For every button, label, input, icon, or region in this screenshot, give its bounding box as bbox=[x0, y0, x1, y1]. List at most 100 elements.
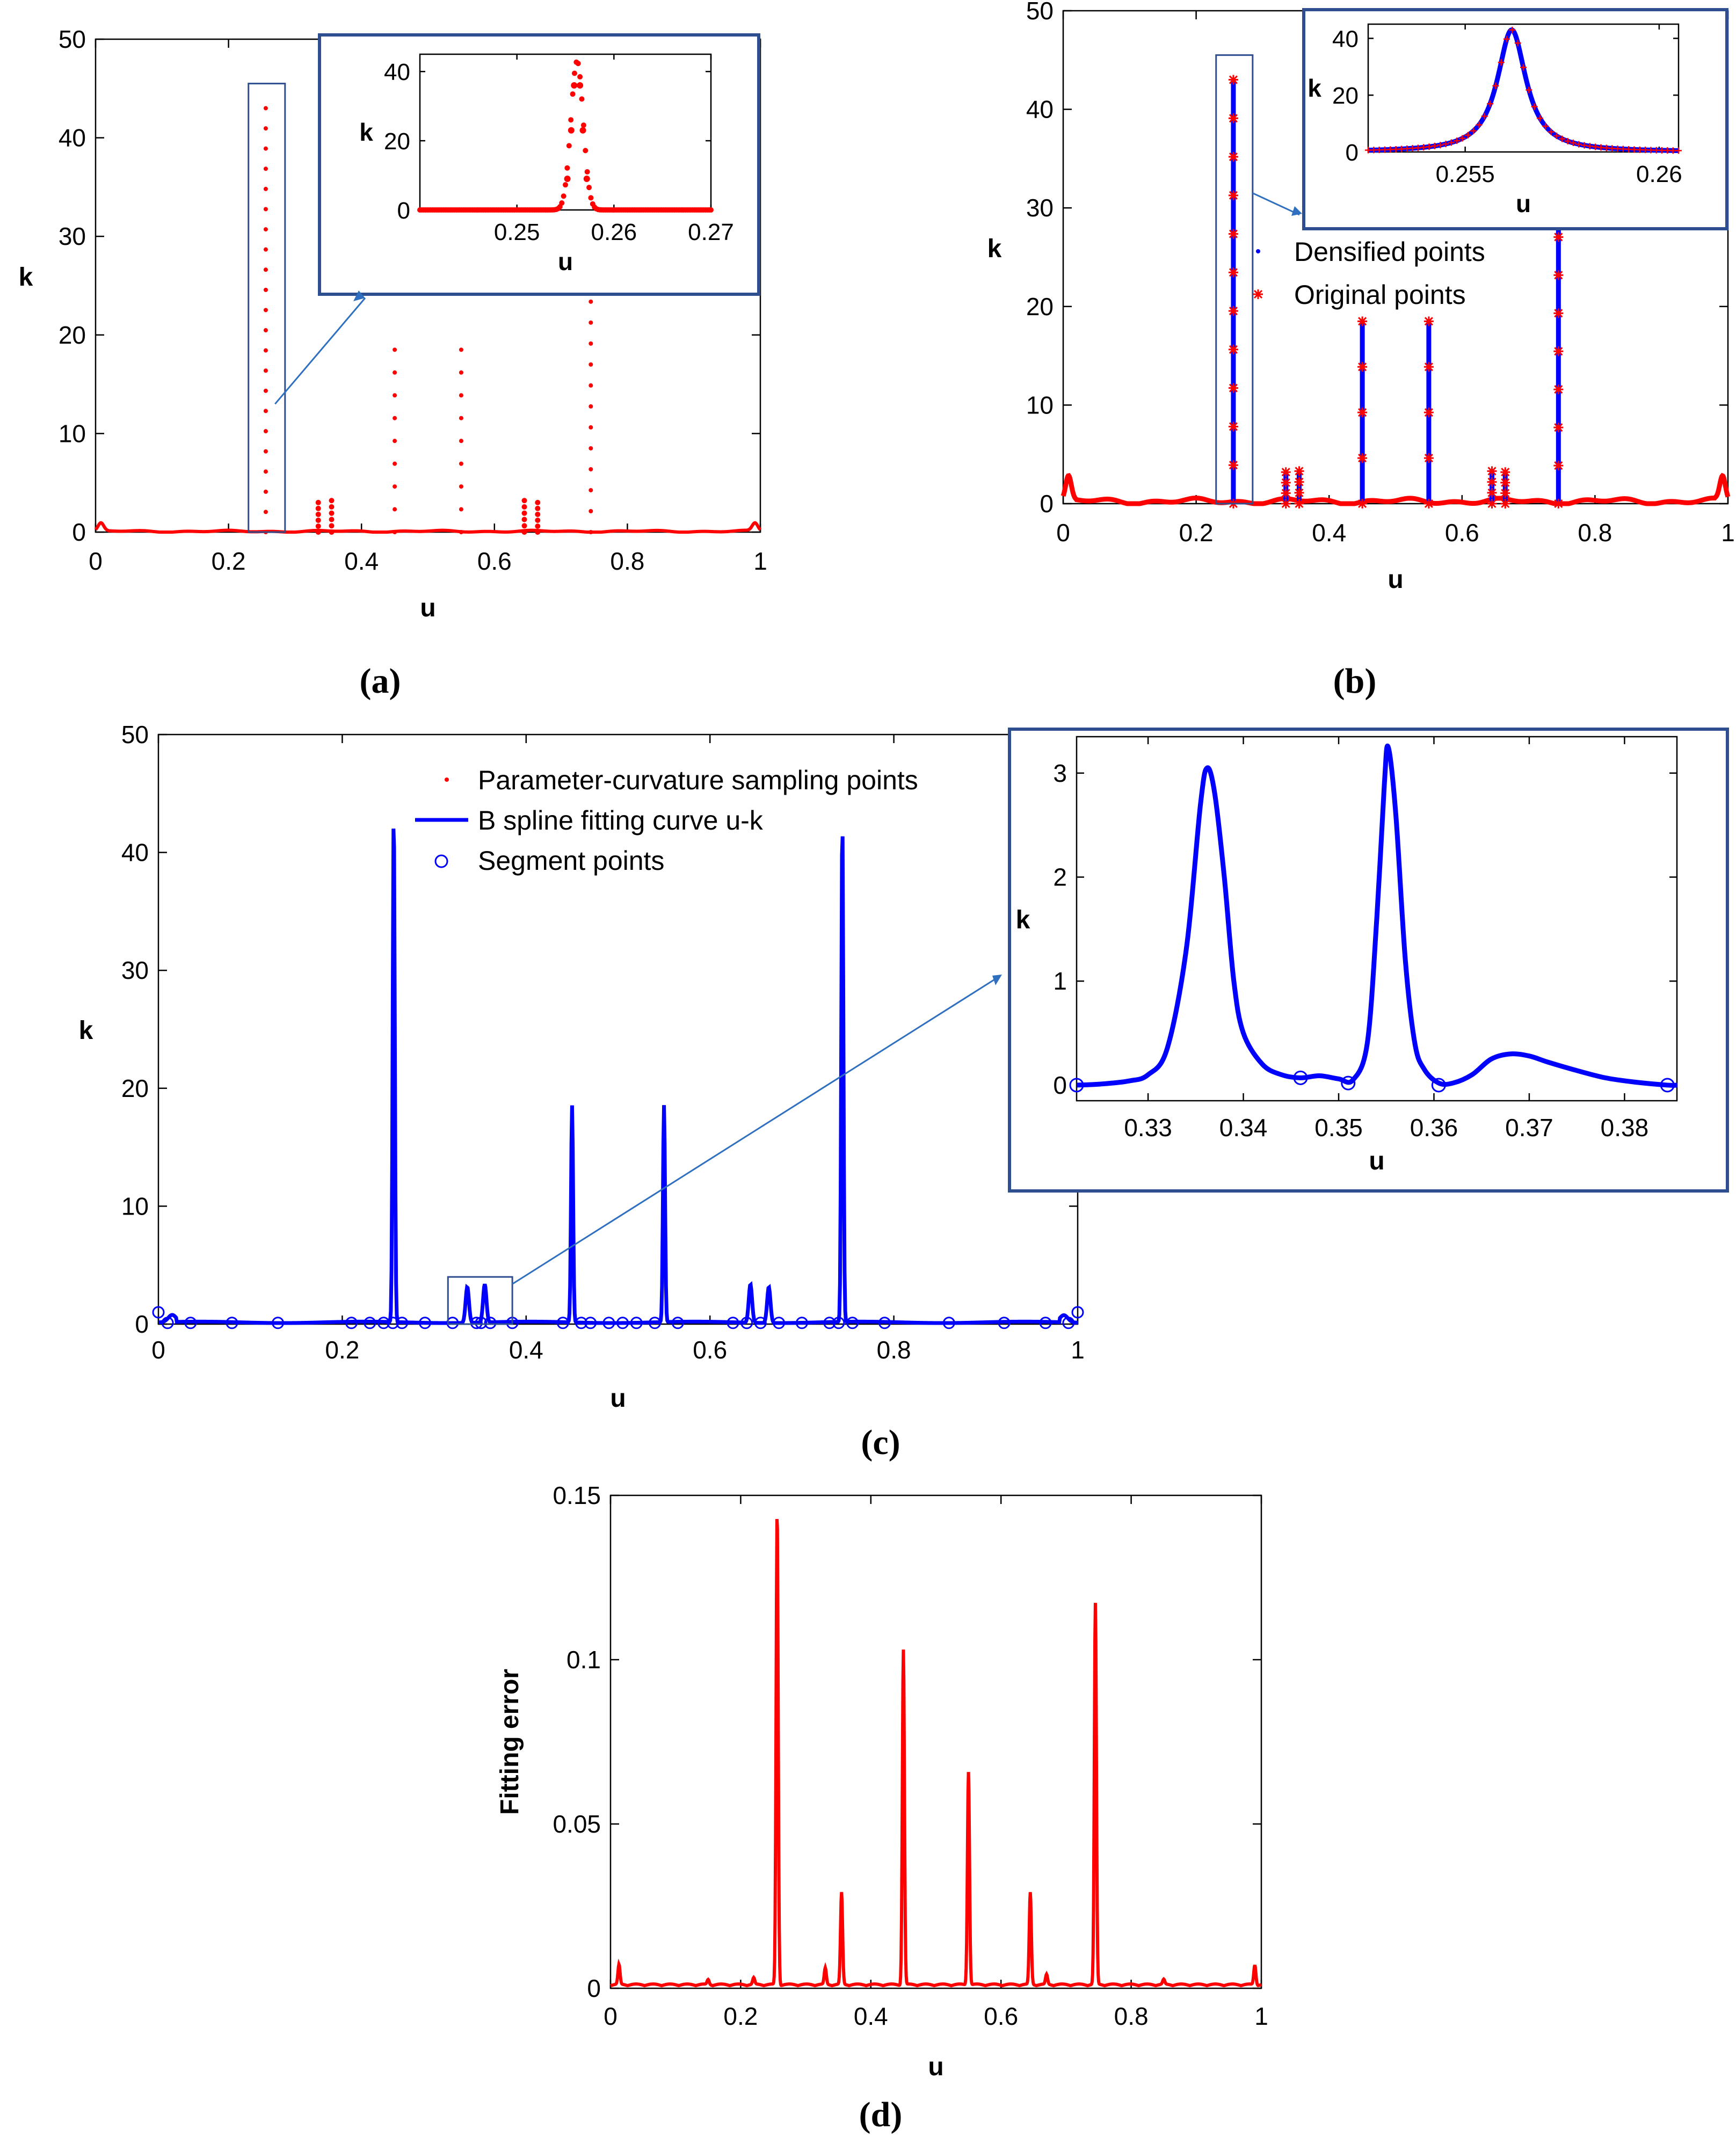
sample-point bbox=[459, 530, 463, 534]
inset-original-point bbox=[1520, 64, 1527, 71]
sample-point bbox=[315, 511, 321, 517]
y-tick-label: 0.15 bbox=[553, 1481, 601, 1509]
original-point-asterisk bbox=[1228, 306, 1238, 316]
legend-label-densified: Densified points bbox=[1294, 237, 1485, 267]
inset-original-point bbox=[1454, 137, 1461, 144]
y-tick-label: 0 bbox=[1053, 1071, 1067, 1099]
inset-original-point bbox=[1487, 100, 1494, 107]
original-point-asterisk bbox=[1228, 229, 1238, 239]
x-tick-label: 0.34 bbox=[1219, 1114, 1268, 1142]
original-point-asterisk bbox=[1357, 362, 1368, 372]
y-tick-label: 20 bbox=[384, 128, 410, 155]
zoom-region-box bbox=[447, 1276, 513, 1325]
baseline-points bbox=[94, 521, 762, 534]
zoom-arrow bbox=[1252, 192, 1300, 216]
inset-original-point bbox=[1498, 59, 1505, 66]
sample-point bbox=[535, 529, 541, 535]
y-tick-label: 40 bbox=[384, 59, 410, 85]
x-tick-label: 0.8 bbox=[877, 1336, 911, 1364]
bspline-curve bbox=[158, 828, 1078, 1325]
y-axis-label: k bbox=[79, 1016, 93, 1045]
y-axis-label: Fitting error bbox=[496, 1669, 524, 1815]
inset-original-point bbox=[1619, 146, 1626, 152]
inset-original-point bbox=[1409, 145, 1416, 152]
segment-point bbox=[878, 1317, 891, 1329]
inset-original-point bbox=[1481, 113, 1488, 120]
sample-point bbox=[329, 498, 335, 504]
segment-point bbox=[616, 1317, 629, 1329]
segment-point bbox=[475, 1317, 488, 1329]
sample-point bbox=[535, 511, 541, 517]
original-point-asterisk bbox=[1423, 453, 1434, 463]
inset-original-point bbox=[1376, 147, 1383, 154]
sample-point bbox=[459, 393, 463, 398]
caption-b: (b) bbox=[1333, 662, 1377, 701]
y-tick-label: 0 bbox=[397, 198, 410, 224]
original-point-asterisk bbox=[1500, 499, 1510, 508]
original-point-asterisk bbox=[1294, 466, 1304, 476]
segment-point bbox=[556, 1317, 569, 1329]
y-tick-label: 40 bbox=[121, 839, 149, 867]
original-point-asterisk bbox=[1553, 232, 1564, 242]
x-tick-label: 0.4 bbox=[854, 2002, 888, 2030]
x-tick-label: 0.6 bbox=[984, 2002, 1018, 2030]
sample-point bbox=[521, 517, 527, 522]
x-axis-label: u bbox=[1388, 565, 1403, 594]
segment-point bbox=[396, 1317, 409, 1329]
segment-point bbox=[754, 1317, 767, 1329]
inset-point bbox=[566, 143, 572, 149]
segment-point bbox=[740, 1317, 753, 1329]
inset-original-point bbox=[1669, 147, 1676, 154]
inset-y-label: k bbox=[1016, 906, 1030, 934]
inset-original-point bbox=[1625, 146, 1632, 153]
caption-d: (d) bbox=[859, 2095, 903, 2134]
zoom-region-box bbox=[248, 83, 286, 533]
zoom-arrowhead bbox=[1291, 206, 1302, 216]
x-tick-label: 0.8 bbox=[610, 547, 644, 575]
legend-label-original: Original points bbox=[1294, 280, 1466, 310]
inset-point bbox=[583, 176, 590, 182]
original-point-asterisk bbox=[1500, 477, 1510, 488]
sample-point bbox=[589, 341, 593, 346]
original-point-asterisk bbox=[1357, 408, 1368, 418]
y-tick-label: 20 bbox=[59, 321, 86, 349]
y-tick-label: 0 bbox=[1346, 140, 1359, 166]
inset-original-point bbox=[1398, 146, 1405, 152]
inset-original-point bbox=[1392, 146, 1399, 152]
sample-point bbox=[263, 227, 268, 232]
inset-original-point bbox=[1548, 128, 1555, 135]
x-tick-label: 0.27 bbox=[688, 219, 734, 245]
sample-point bbox=[263, 409, 268, 413]
x-tick-label: 0.37 bbox=[1505, 1114, 1553, 1142]
y-tick-label: 30 bbox=[121, 956, 149, 984]
sample-point bbox=[263, 348, 268, 353]
original-point-asterisk bbox=[1228, 152, 1238, 162]
sample-point bbox=[535, 505, 541, 511]
sample-point bbox=[535, 499, 541, 505]
sample-point bbox=[535, 523, 541, 529]
segment-point bbox=[184, 1317, 197, 1329]
sample-point bbox=[315, 499, 321, 505]
sample-point bbox=[315, 505, 321, 511]
sample-point bbox=[263, 510, 268, 514]
segment-point bbox=[602, 1317, 615, 1329]
y-tick-label: 0.1 bbox=[566, 1646, 601, 1674]
original-point-asterisk bbox=[1357, 499, 1368, 508]
sample-point bbox=[263, 388, 268, 393]
sample-point bbox=[315, 529, 321, 535]
x-tick-label: 0.6 bbox=[1445, 519, 1479, 547]
original-point-asterisk bbox=[1294, 499, 1304, 508]
inset-original-point bbox=[1553, 133, 1560, 140]
inset-original-point bbox=[1404, 145, 1411, 152]
x-tick-label: 0.25 bbox=[494, 219, 540, 245]
plot-frame bbox=[1367, 23, 1680, 153]
inset-original-point bbox=[1592, 143, 1599, 150]
x-tick-label: 0.26 bbox=[591, 219, 637, 245]
segment-point bbox=[773, 1317, 786, 1329]
y-tick-label: 2 bbox=[1053, 863, 1067, 891]
inset-original-point bbox=[1476, 121, 1483, 128]
inset-original-point bbox=[1459, 135, 1466, 142]
x-tick-label: 0.4 bbox=[1312, 519, 1346, 547]
inset-original-point bbox=[1420, 144, 1427, 151]
original-point-asterisk bbox=[1357, 453, 1368, 463]
